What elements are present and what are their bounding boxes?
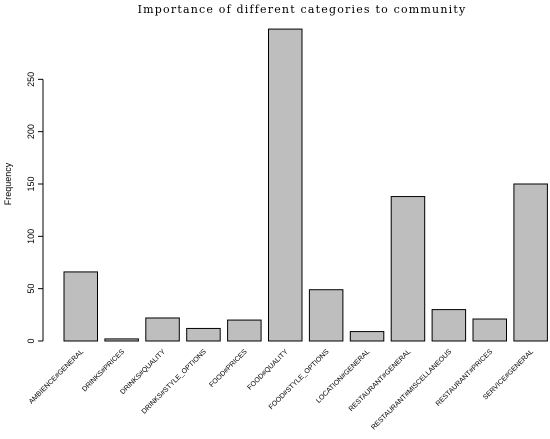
y-tick-label: 250 [26,72,36,87]
bar [63,271,98,342]
y-tick-label: 150 [26,176,36,191]
chart-title: Importance of different categories to co… [138,3,467,16]
bars-group [63,28,548,342]
x-tick-label: DRINKS#QUALITY [119,348,167,396]
bar [308,289,344,342]
x-axis-labels: AMBIENCE#GENERALDRINKS#PRICESDRINKS#QUAL… [28,348,535,431]
bar [104,338,139,342]
x-tick-label: FOOD#PRICES [208,348,249,389]
bar [513,183,548,342]
x-tick-label: AMBIENCE#GENERAL [28,348,85,405]
bar [268,28,303,342]
bar [472,318,507,342]
x-tick-label: FOOD#QUALITY [246,348,289,391]
x-tick-label: DRINKS#PRICES [81,348,126,393]
bar [186,327,221,342]
y-tick-label: 0 [26,338,36,343]
y-axis: 0 50 100 150 200 250 [26,72,44,344]
bar [390,196,426,342]
x-tick-label: RESTAURANT#MISCELLANEOUS [370,348,453,431]
y-tick-label: 50 [26,284,36,294]
bar [349,331,385,342]
bar [145,317,180,342]
bar [431,309,467,342]
y-axis-label: Frequency [3,162,13,205]
bar [227,319,262,342]
y-tick-label: 100 [26,229,36,244]
y-tick-label: 200 [26,124,36,139]
